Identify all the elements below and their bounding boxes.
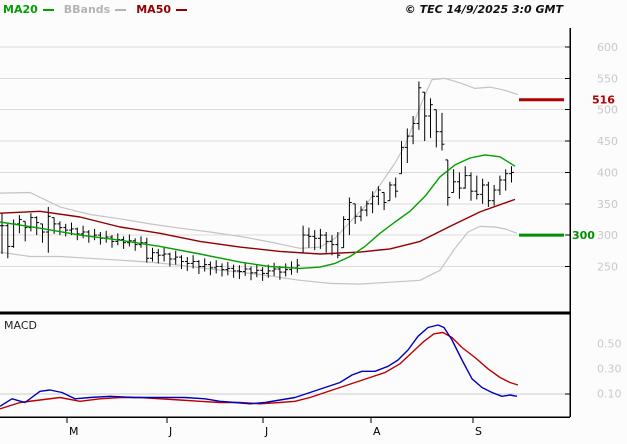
price-axis-label: 450 <box>597 135 618 148</box>
ma20-line <box>0 154 516 270</box>
ma50-legend-label: MA50 <box>136 3 172 16</box>
level-label-300: 300 <box>572 229 595 242</box>
price-axis-label: 350 <box>597 198 618 211</box>
ma50-legend-swatch <box>176 9 188 11</box>
bollinger-upper-band <box>0 77 519 249</box>
price-axis-label: 550 <box>597 72 618 85</box>
macd-signal-line <box>0 331 519 410</box>
month-label: J <box>264 425 268 438</box>
bollinger-lower-band <box>0 225 518 285</box>
ma50-line <box>0 198 516 255</box>
macd-line <box>0 324 518 407</box>
month-label: A <box>373 425 381 438</box>
macd-axis-label: 0.30 <box>597 363 622 376</box>
month-label: J <box>168 425 172 438</box>
price-axis-label: 250 <box>597 261 618 274</box>
macd-axis-label: 0.50 <box>597 338 622 351</box>
price-axis-label: 300 <box>597 229 618 242</box>
price-axis-label: 400 <box>597 166 618 179</box>
month-label: S <box>475 425 482 438</box>
bbands-legend-swatch <box>115 9 127 11</box>
price-axis-label: 600 <box>597 41 618 54</box>
chart-legend: MA20 BBands MA50 <box>3 3 197 16</box>
level-label-516: 516 <box>592 94 615 107</box>
macd-axis-label: 0.10 <box>597 388 622 401</box>
chart-title: © TEC 14/9/2025 3:0 GMT <box>404 3 563 16</box>
ma20-legend-swatch <box>42 9 54 11</box>
price-axis-label: 500 <box>597 104 618 117</box>
bbands-legend-label: BBands <box>63 3 111 16</box>
month-label: M <box>69 425 79 438</box>
macd-panel-label: MACD <box>4 319 37 332</box>
ma20-legend-label: MA20 <box>3 3 38 16</box>
